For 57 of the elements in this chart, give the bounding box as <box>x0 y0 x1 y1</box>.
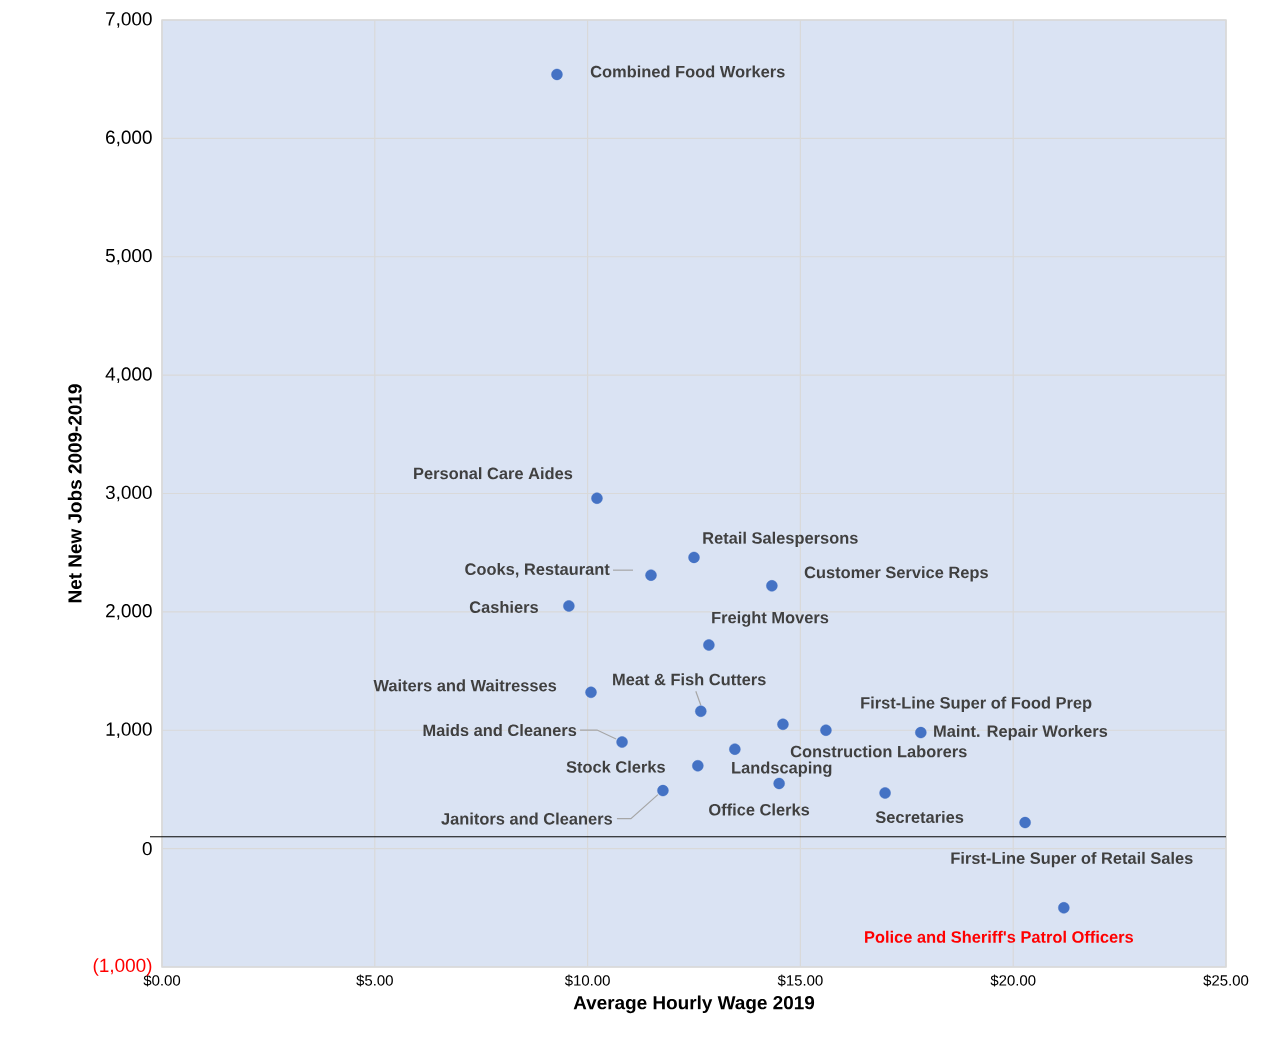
point <box>591 492 603 504</box>
annotation: Landscaping <box>732 761 832 777</box>
y-tick-label: 1,000 <box>106 722 152 739</box>
point <box>688 551 700 564</box>
annotation: Combined Food Workers <box>590 65 785 78</box>
x-tick-label: $5.00 <box>356 974 393 987</box>
point <box>703 639 715 651</box>
point <box>915 726 927 739</box>
x-tick-label: $25.00 <box>1203 974 1249 987</box>
y-tick-label: (1,000) <box>93 958 152 976</box>
y-tick-label: 7,000 <box>106 12 152 28</box>
annotation: Maint. Repair Workers <box>934 724 1108 741</box>
y-tick-label: 4,000 <box>105 367 152 383</box>
y-axis-title: Net New Jobs 2009-2019 <box>67 384 82 603</box>
point <box>820 724 832 736</box>
annotation: Waiters and Waitresses <box>373 679 557 692</box>
point <box>1019 816 1031 829</box>
point <box>616 736 628 748</box>
x-axis-title: Average Hourly Wage 2019 <box>573 995 815 1014</box>
annotation: Stock Clerks <box>566 760 665 773</box>
point <box>766 580 778 592</box>
point <box>773 777 785 790</box>
point <box>879 787 891 799</box>
point <box>645 569 657 581</box>
x-tick-label: $10.00 <box>564 974 610 987</box>
annotation: Secretaries <box>875 810 964 823</box>
point <box>585 686 597 699</box>
annotation: Cashiers <box>469 600 538 613</box>
point <box>729 743 741 755</box>
annotation: Freight Movers <box>712 611 829 627</box>
y-tick-label: 0 <box>142 841 152 856</box>
annotation: Cooks, Restaurant <box>465 562 610 578</box>
y-tick-label: 5,000 <box>105 248 152 265</box>
x-tick-label: $15.00 <box>777 974 823 987</box>
annotation: Meat & Fish Cutters <box>613 673 766 686</box>
annotation: First-Line Super of Retail Sales <box>951 851 1193 868</box>
annotation: Office Clerks <box>709 803 810 816</box>
x-tick-label: $0.00 <box>143 974 181 987</box>
annotation: Construction Laborers <box>790 745 967 758</box>
annotation: First-Line Super of Food Prep <box>861 696 1092 712</box>
point <box>551 68 563 81</box>
annotation: Retail Salespersons <box>703 531 858 548</box>
y-tick-label: 6,000 <box>106 130 152 147</box>
point <box>777 718 789 731</box>
y-tick-label: 2,000 <box>106 604 152 620</box>
point <box>563 600 575 612</box>
point <box>695 705 707 717</box>
point <box>1058 902 1070 914</box>
point <box>657 784 669 797</box>
x-tick-label: $20.00 <box>990 974 1036 987</box>
annotation: Customer Service Reps <box>804 566 988 582</box>
point <box>692 760 704 772</box>
annotation: Police and Sheriff's Patrol Officers <box>865 930 1134 943</box>
annotation: Janitors and Cleaners <box>441 812 613 825</box>
annotation: Maids and Cleaners <box>423 724 577 737</box>
y-tick-label: 3,000 <box>105 485 152 502</box>
annotation: Personal Care Aides <box>414 467 573 480</box>
